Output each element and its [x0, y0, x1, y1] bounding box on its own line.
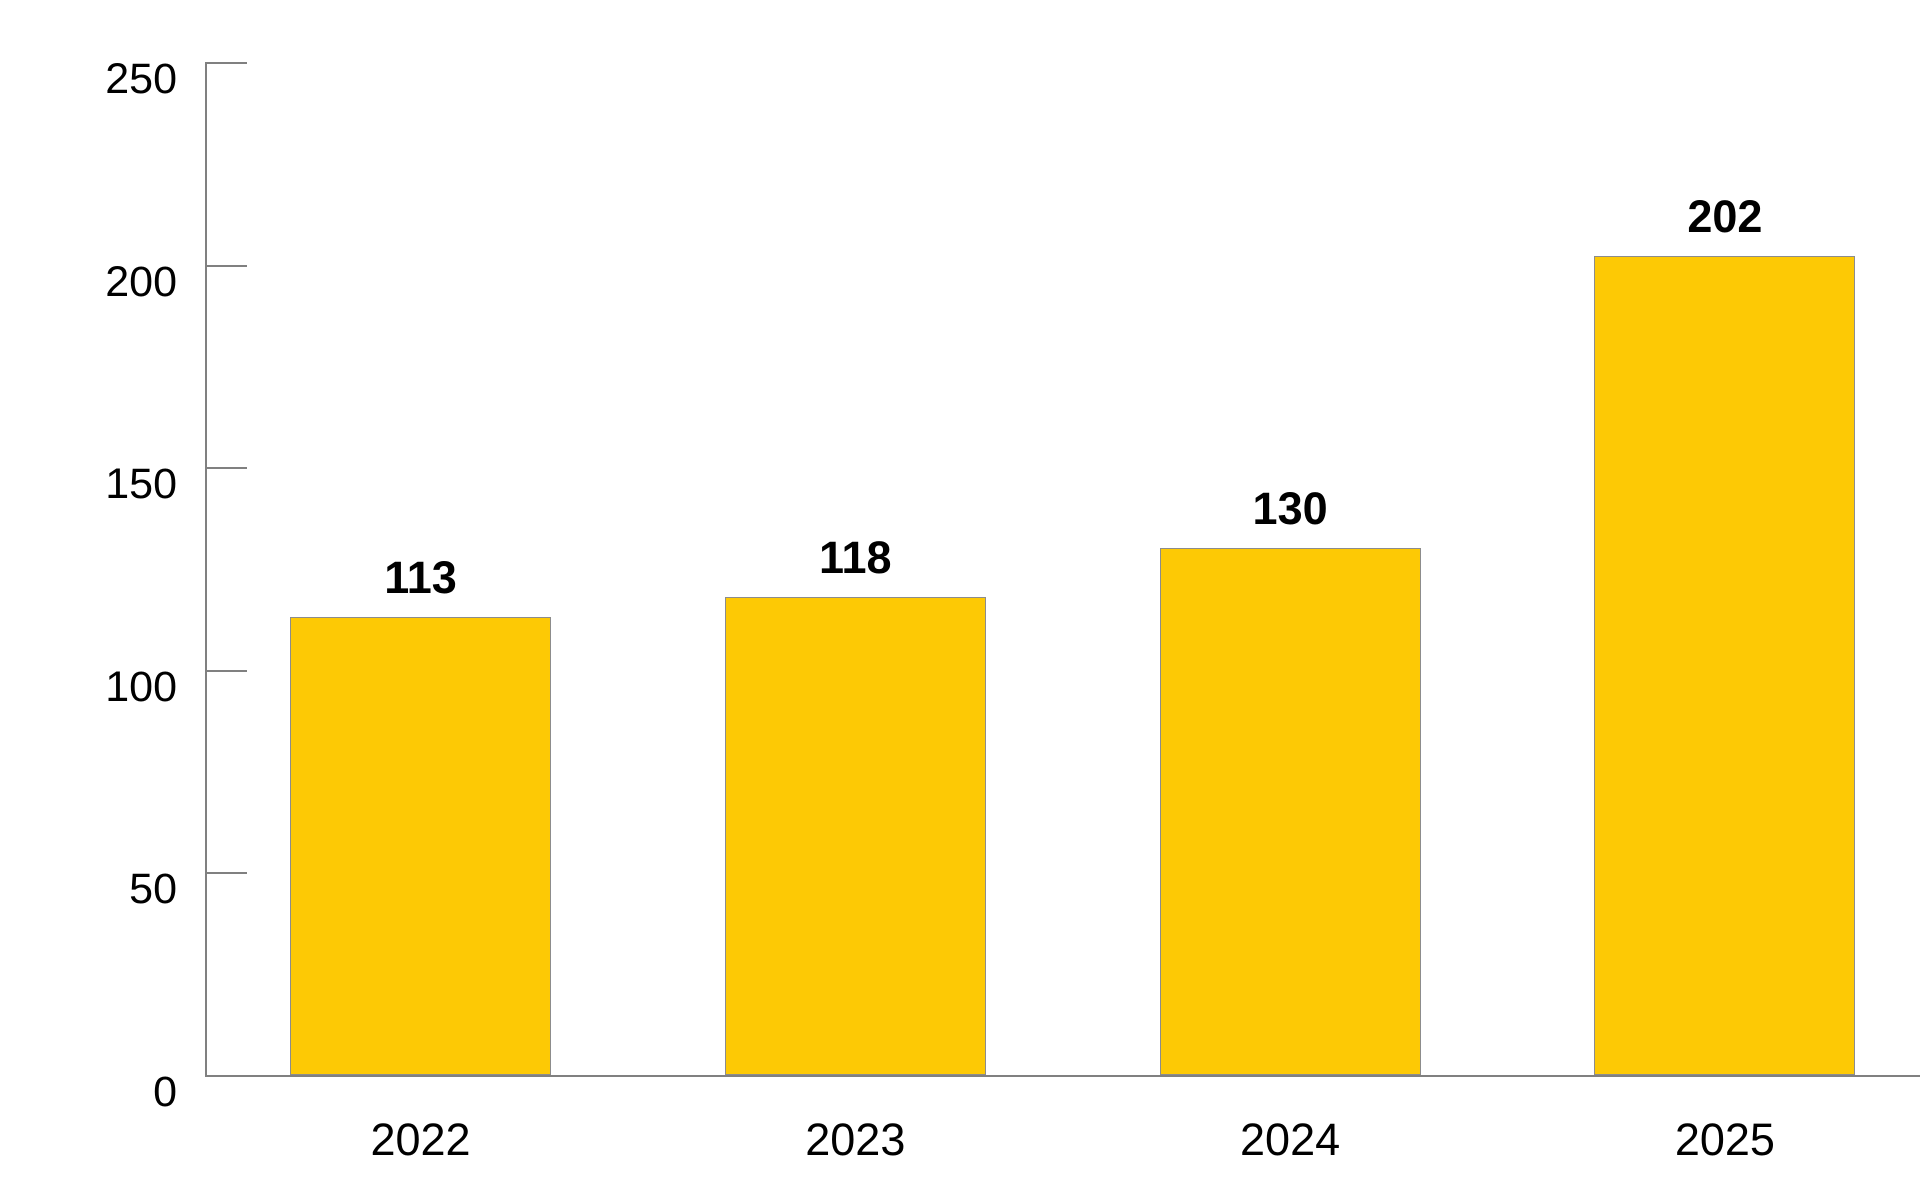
y-axis-line [205, 62, 207, 1077]
x-tick-label: 2022 [370, 1114, 471, 1165]
y-tick-label: 150 [105, 460, 177, 509]
x-tick-label: 2024 [1240, 1114, 1341, 1165]
y-tick [205, 669, 247, 672]
y-tick [205, 62, 247, 64]
y-tick-label: 50 [129, 865, 177, 914]
bar-value-label: 113 [384, 552, 457, 604]
bar [290, 617, 551, 1075]
bar [724, 596, 986, 1075]
y-tick [205, 872, 247, 875]
bar-value-label: 202 [1687, 191, 1763, 243]
y-tick [205, 264, 247, 267]
x-tick-label: 2023 [805, 1114, 906, 1165]
y-tick-label: 0 [153, 1068, 177, 1116]
bar [1594, 256, 1856, 1075]
y-tick [205, 467, 247, 470]
x-axis-line [205, 1075, 1920, 1077]
y-tick-label: 200 [105, 257, 177, 306]
bar [1159, 548, 1421, 1075]
bar-value-label: 130 [1252, 483, 1328, 535]
x-tick-label: 2025 [1674, 1114, 1775, 1165]
y-tick [205, 1075, 247, 1077]
bar-value-label: 118 [818, 531, 892, 583]
y-tick-label: 100 [105, 662, 177, 711]
y-tick-label: 250 [105, 55, 177, 103]
